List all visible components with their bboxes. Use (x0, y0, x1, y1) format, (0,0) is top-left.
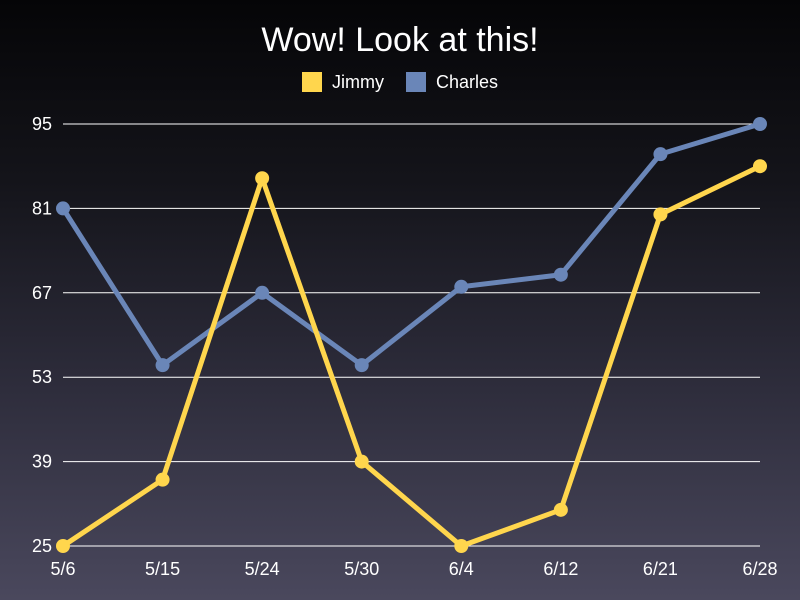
legend-swatch-charles (405, 72, 426, 92)
legend: Jimmy Charles (0, 70, 800, 94)
data-point-jimmy[interactable] (255, 171, 270, 186)
chart-title: Wow! Look at this! (261, 21, 539, 59)
data-point-charles[interactable] (56, 201, 70, 216)
data-point-jimmy[interactable] (553, 502, 568, 517)
data-point-jimmy[interactable] (653, 207, 668, 222)
x-tick-label: 6/4 (449, 559, 474, 579)
series-layer (56, 117, 767, 553)
legend-item-charles[interactable]: Charles (405, 71, 499, 93)
y-tick-label: 67 (32, 283, 52, 303)
x-tick-label: 5/30 (344, 559, 379, 579)
legend-label-jimmy: Jimmy (331, 71, 384, 92)
data-point-charles[interactable] (454, 279, 469, 294)
series-jimmy (56, 159, 767, 553)
data-point-jimmy[interactable] (354, 454, 369, 469)
y-tick-label: 53 (32, 367, 52, 387)
data-point-jimmy[interactable] (56, 539, 70, 553)
x-tick-label: 6/28 (742, 559, 777, 579)
x-tick-label: 5/24 (245, 559, 280, 579)
series-line-jimmy (60, 163, 763, 549)
series-line-charles (60, 121, 763, 368)
data-point-charles[interactable] (255, 285, 270, 300)
y-tick-label: 39 (32, 452, 52, 472)
y-tick-label: 25 (32, 536, 52, 556)
data-point-jimmy[interactable] (454, 539, 469, 553)
data-point-charles[interactable] (553, 267, 568, 282)
legend-swatch-jimmy (301, 72, 322, 92)
series-charles (56, 117, 767, 373)
data-point-jimmy[interactable] (155, 472, 170, 487)
y-tick-label: 95 (32, 114, 52, 134)
data-point-charles[interactable] (155, 358, 170, 373)
x-tick-label: 6/12 (543, 559, 578, 579)
x-tick-label: 5/6 (50, 559, 75, 579)
x-axis-ticks: 5/6 5/15 5/24 5/30 6/4 6/12 6/21 6/28 (50, 559, 777, 579)
data-point-charles[interactable] (354, 358, 369, 373)
data-point-charles[interactable] (653, 147, 668, 162)
x-tick-label: 5/15 (145, 559, 180, 579)
gridlines (63, 123, 760, 547)
x-tick-label: 6/21 (643, 559, 678, 579)
data-point-jimmy[interactable] (753, 159, 767, 174)
y-tick-label: 81 (32, 198, 52, 218)
y-axis-ticks: 25 39 53 67 81 95 (32, 114, 52, 556)
legend-item-jimmy[interactable]: Jimmy (301, 71, 384, 93)
legend-label-charles: Charles (435, 71, 499, 92)
data-point-charles[interactable] (753, 117, 767, 131)
